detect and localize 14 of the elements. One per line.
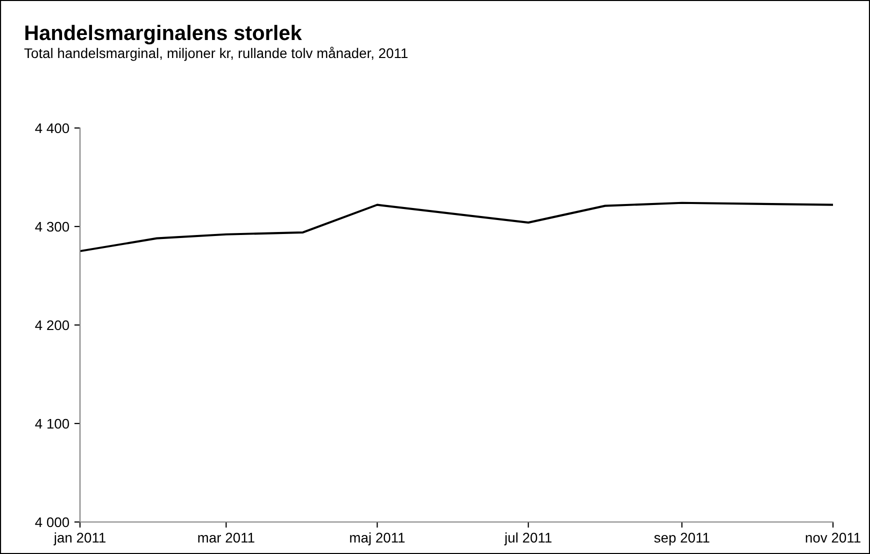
y-tick-label: 4 300 (35, 222, 70, 232)
line-series (80, 202, 833, 252)
x-tick-label: nov 2011 (806, 532, 860, 543)
x-tick-label: jul 2011 (504, 532, 552, 546)
x-tick-label: maj 2011 (350, 532, 405, 546)
y-tick-label: 4 100 (35, 418, 70, 429)
x-tick-label: jan 2011 (54, 532, 106, 546)
y-tick-label: 4 200 (35, 320, 70, 330)
chart-subtitle: Total handelsmarginal, miljoner kr, rullande tolv månader, 2011 (24, 46, 408, 61)
y-tick-label: 4 000 (35, 517, 70, 528)
chart-title: Handelsmarginalens storlek (25, 24, 302, 44)
y-tick-label: 4 400 (35, 123, 70, 134)
x-tick-label: sep 2011 (654, 532, 710, 546)
x-tick-label: mar 2011 (198, 532, 254, 543)
